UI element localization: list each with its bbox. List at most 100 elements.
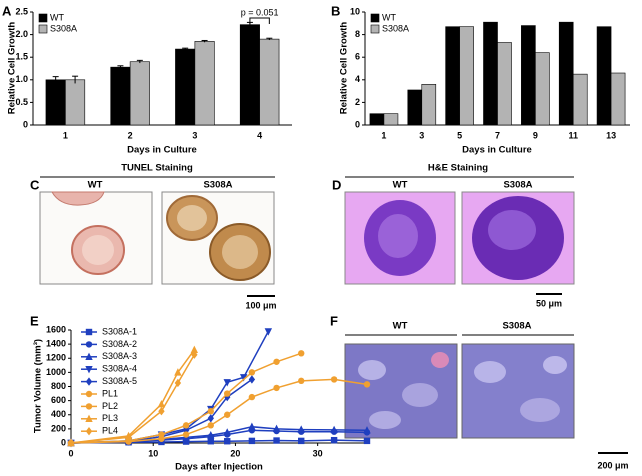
marker [272,424,281,433]
marker [273,437,280,444]
legend-swatch [370,24,380,34]
bar [596,26,612,126]
bar [459,26,474,126]
tissue [520,398,560,422]
marker [224,390,231,397]
y-tick-label: 1600 [46,324,66,334]
image-label: WT [88,180,103,191]
bar [521,25,536,126]
legend-label: S308A-5 [102,376,137,386]
marker [330,425,338,434]
legend-label: WT [382,12,396,22]
scale-label: 50 μm [536,298,562,308]
marker [224,438,231,445]
marker [330,436,338,444]
y-tick-label: 1200 [46,353,66,363]
x-tick-label: 5 [457,130,462,140]
marker [85,414,93,422]
marker [85,390,93,398]
tissue [474,361,506,383]
y-tick-label: 0.5 [15,97,28,107]
y-tick-label: 200 [51,423,66,433]
marker [157,399,166,408]
bar [129,61,150,126]
bar [175,48,196,126]
bar [572,73,588,126]
y-tick-label: 1.0 [15,74,28,84]
x-tick-label: 30 [313,448,323,458]
bar [421,84,437,126]
y-tick-label: 10 [350,6,360,16]
scale-label: 200 μm [597,460,628,470]
panel-letter: C [30,177,40,192]
tissue [51,191,105,206]
bar [383,113,399,126]
x-tick-label: 1 [381,130,386,140]
marker [85,328,93,336]
marker [273,384,280,392]
image-label: S308A [503,180,532,191]
marker [174,378,182,388]
tissue [369,411,401,429]
legend-label: PL4 [102,426,118,436]
panel-letter: D [332,177,341,192]
y-tick-label: 8 [355,29,360,39]
marker [158,435,165,442]
marker [85,352,93,360]
legend-label: S308A [50,23,77,33]
panel-c: C TUNEL Staining WT S308A 100 μm [30,163,277,311]
legend-label: S308A-3 [102,351,137,361]
marker [207,431,215,439]
marker [273,358,280,365]
marker [85,427,93,436]
y-tick-label: 6 [355,52,360,62]
marker [298,377,305,385]
marker [297,425,305,433]
y-tick-label: 0 [355,119,360,129]
marker [298,437,305,445]
legend-label: PL3 [102,413,118,423]
x-tick-label: 2 [128,130,133,140]
panel-letter: E [30,313,39,328]
image-label: WT [393,321,408,332]
x-tick-label: 3 [419,130,424,140]
marker [248,437,256,445]
x-tick-label: 1 [63,130,68,140]
legend-label: S308A-2 [102,339,137,349]
bar [45,79,66,126]
tissue [402,383,438,407]
bar [194,41,215,126]
tissue [543,356,567,374]
marker [182,422,190,429]
x-tick-label: 9 [533,130,538,140]
y-tick-label: 0 [23,119,28,129]
tissue [82,235,114,265]
x-tick-label: 11 [568,130,578,140]
bar [239,24,260,126]
marker [224,411,231,418]
y-tick-label: 2 [355,97,360,107]
bar [110,66,131,126]
marker [207,438,214,445]
bar [610,72,626,126]
x-axis-label: Days in Culture [127,145,197,156]
marker [190,345,199,353]
y-tick-label: 0 [61,437,66,447]
marker [298,350,305,357]
tissue [431,352,449,368]
legend-label: S308A [382,23,409,33]
marker [85,366,93,374]
marker [207,414,214,423]
y-tick-label: 2.5 [15,6,28,16]
bar [483,21,498,126]
annotation: p = 0.051 [241,7,279,17]
marker [363,426,371,434]
marker [248,375,256,384]
y-tick-label: 1.5 [15,52,28,62]
marker [207,422,214,429]
tissue [177,205,207,231]
tissue [222,235,258,269]
marker [248,393,256,401]
legend-swatch [370,13,380,23]
